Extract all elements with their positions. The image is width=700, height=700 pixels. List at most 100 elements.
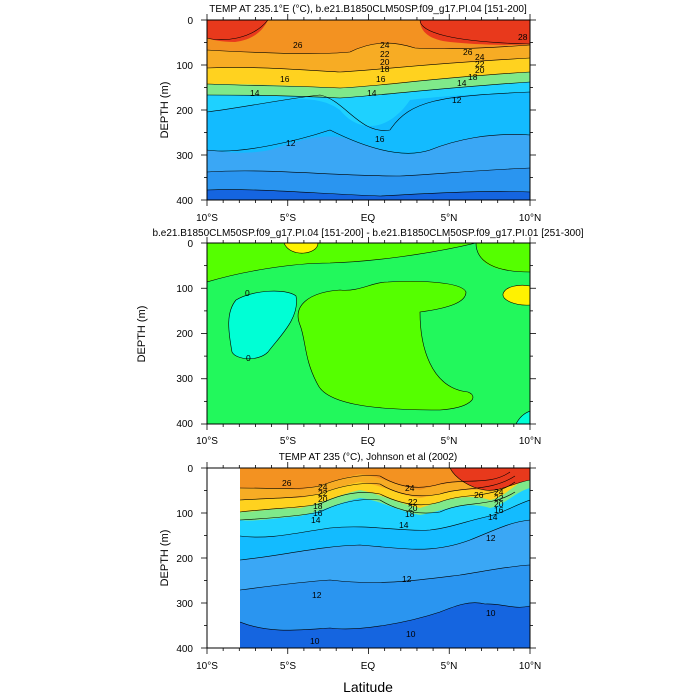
- p3-clabel: 14: [488, 512, 498, 522]
- panel-3-contour-fill: [240, 468, 530, 648]
- p3-clabel: 24: [318, 482, 328, 492]
- p2-corner-cyan: [516, 411, 530, 424]
- p1-contour-lines: [207, 20, 530, 197]
- p1-clabel: 20: [380, 57, 390, 67]
- p1-warm-east: [420, 20, 530, 45]
- p2-clabel: 0: [246, 353, 251, 363]
- axis-tick-marks: [201, 14, 536, 654]
- p2-positive-core: [298, 281, 473, 410]
- ytick-label: 300: [176, 374, 193, 385]
- panel-3-title: TEMP AT 235 (°C), Johnson et al (2002): [279, 452, 458, 463]
- p1-clabel: 26: [293, 40, 303, 50]
- p3-clabel: 16: [313, 508, 323, 518]
- p3-clabel: 22: [318, 488, 328, 498]
- p3-clabel: 12: [486, 533, 496, 543]
- p1-clabel: 22: [475, 59, 485, 69]
- xtick-label: 10°N: [519, 436, 541, 447]
- p1-clabel: 12: [286, 138, 296, 148]
- xtick-label: 10°N: [519, 213, 541, 224]
- panel-3-yaxis: 0 100 200 300 400 DEPTH (m): [159, 464, 193, 655]
- ytick-label: 100: [176, 284, 193, 295]
- ytick-label: 100: [176, 509, 193, 520]
- panel-1-title: TEMP AT 235.1°E (°C), b.e21.B1850CLM50SP…: [209, 4, 527, 15]
- p3-clabel: 10: [486, 608, 496, 618]
- p3-clabel: 18: [313, 501, 323, 511]
- xtick-label: 10°S: [196, 436, 218, 447]
- ytick-label: 300: [176, 599, 193, 610]
- ytick-label: 200: [176, 554, 193, 565]
- p1-clabel: 18: [380, 64, 390, 74]
- p3-clabel: 24: [405, 483, 415, 493]
- panel-2-contour-fill: [207, 243, 530, 424]
- panel-2-title: b.e21.B1850CLM50SP.f09_g17.PI.04 [151-20…: [152, 228, 583, 239]
- xtick-label: 5°N: [441, 213, 458, 224]
- p3-clabel: 10: [310, 636, 320, 646]
- xtick-label: 5°S: [280, 436, 297, 447]
- p3-clabel: 20: [408, 503, 418, 513]
- p1-clabel: 16: [375, 134, 385, 144]
- ytick-label: 0: [187, 16, 193, 27]
- p2-contour-lines: [207, 243, 530, 424]
- p1-clabel: 24: [380, 40, 390, 50]
- panel-1: TEMP AT 235.1°E (°C), b.e21.B1850CLM50SP…: [159, 4, 541, 224]
- p1-clabel: 14: [250, 88, 260, 98]
- ytick-label: 100: [176, 61, 193, 72]
- panel-1-ylabel: DEPTH (m): [159, 82, 171, 139]
- p3-clabel: 22: [408, 497, 418, 507]
- xtick-label: EQ: [361, 213, 376, 224]
- ytick-label: 200: [176, 329, 193, 340]
- p3-clabel: 26: [282, 478, 292, 488]
- p3-clabel: 26: [474, 490, 484, 500]
- p2-clabel: 0: [245, 288, 250, 298]
- p2-high-yellow: [284, 243, 318, 254]
- p1-clabel: 16: [376, 74, 386, 84]
- panel-2: b.e21.B1850CLM50SP.f09_g17.PI.04 [151-20…: [136, 228, 584, 447]
- p1-clabel: 14: [457, 78, 467, 88]
- panel-3-xaxis: 10°S 5°S EQ 5°N 10°N: [196, 661, 541, 672]
- p1-warm-west: [207, 20, 268, 42]
- xtick-label: 5°N: [441, 661, 458, 672]
- ytick-label: 300: [176, 151, 193, 162]
- xtick-label: 5°S: [280, 213, 297, 224]
- p1-clabel: 20: [475, 65, 485, 75]
- p3-clabel: 12: [312, 590, 322, 600]
- xtick-label: 10°S: [196, 661, 218, 672]
- panel-3: TEMP AT 235 (°C), Johnson et al (2002): [159, 452, 541, 672]
- p3-clabel: 22: [494, 493, 504, 503]
- xtick-label: 10°S: [196, 213, 218, 224]
- ytick-label: 400: [176, 644, 193, 655]
- ytick-label: 200: [176, 106, 193, 117]
- panel-2-ylabel: DEPTH (m): [136, 306, 148, 363]
- p1-clabel: 28: [518, 32, 528, 42]
- xtick-label: 10°N: [519, 661, 541, 672]
- p1-clabel: 12: [452, 95, 462, 105]
- p3-clabel: 20: [318, 494, 328, 504]
- p1-clabel: 26: [463, 47, 473, 57]
- p1-clabel: 24: [475, 52, 485, 62]
- p2-negative-cyan: [228, 291, 297, 359]
- p3-clabel: 24: [494, 487, 504, 497]
- p3-warm-east: [450, 468, 530, 491]
- xtick-label: EQ: [361, 661, 376, 672]
- p1-clabel: 16: [280, 74, 290, 84]
- p3-clabel: 10: [406, 629, 416, 639]
- panel-2-xaxis: 10°S 5°S EQ 5°N 10°N: [196, 436, 541, 447]
- p1-clabel: 22: [380, 49, 390, 59]
- panel-3-ylabel: DEPTH (m): [159, 530, 171, 587]
- p1-clabel: 14: [367, 88, 377, 98]
- p3-clabel: 14: [311, 515, 321, 525]
- p1-clabel: 18: [468, 72, 478, 82]
- ytick-label: 400: [176, 196, 193, 207]
- xtick-label: 5°S: [280, 661, 297, 672]
- ytick-label: 0: [187, 464, 193, 475]
- xtick-label: 5°N: [441, 436, 458, 447]
- p3-clabel: 18: [405, 509, 415, 519]
- p3-clabel: 16: [494, 505, 504, 515]
- panel-1-xaxis: 10°S 5°S EQ 5°N 10°N: [196, 213, 541, 224]
- panel-2-yaxis: 0 100 200 300 400 DEPTH (m): [136, 239, 193, 430]
- xtick-label: EQ: [361, 436, 376, 447]
- p3-clabel: 20: [494, 499, 504, 509]
- panel-1-yaxis: 0 100 200 300 400 DEPTH (m): [159, 16, 193, 207]
- p3-clabel: 14: [399, 520, 409, 530]
- shared-xlabel: Latitude: [343, 679, 393, 695]
